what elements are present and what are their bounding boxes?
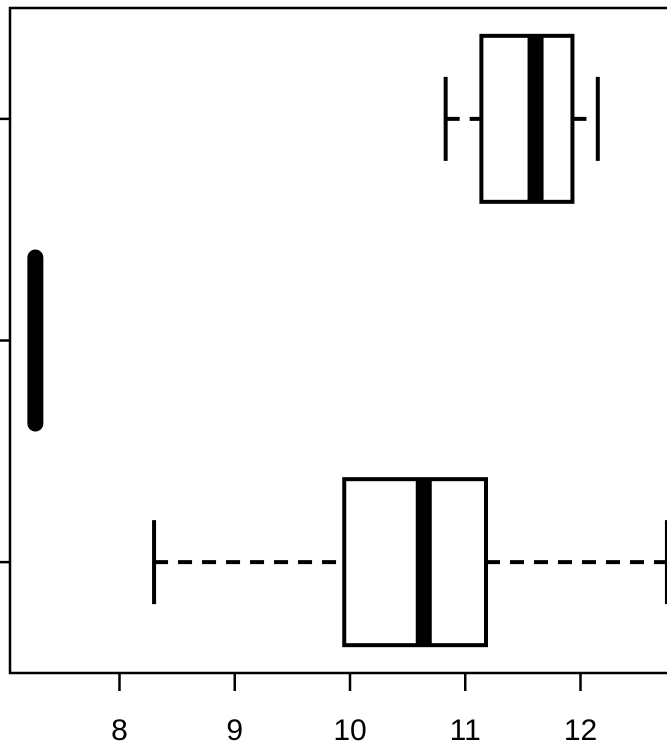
x-tick-label-10: 10	[333, 714, 366, 747]
x-tick-label-9: 9	[226, 714, 243, 747]
x-tick-label-8: 8	[111, 714, 128, 747]
x-tick-label-11: 11	[450, 714, 481, 747]
boxes-group	[27, 33, 667, 648]
iqr-box	[342, 477, 488, 648]
y-axis	[0, 117, 10, 564]
iqr-box	[479, 33, 575, 204]
box-3	[443, 33, 600, 204]
x-tick-label-12: 12	[564, 714, 597, 747]
box-1	[152, 477, 667, 648]
x-axis: 8 9 10 11 12	[111, 673, 597, 747]
